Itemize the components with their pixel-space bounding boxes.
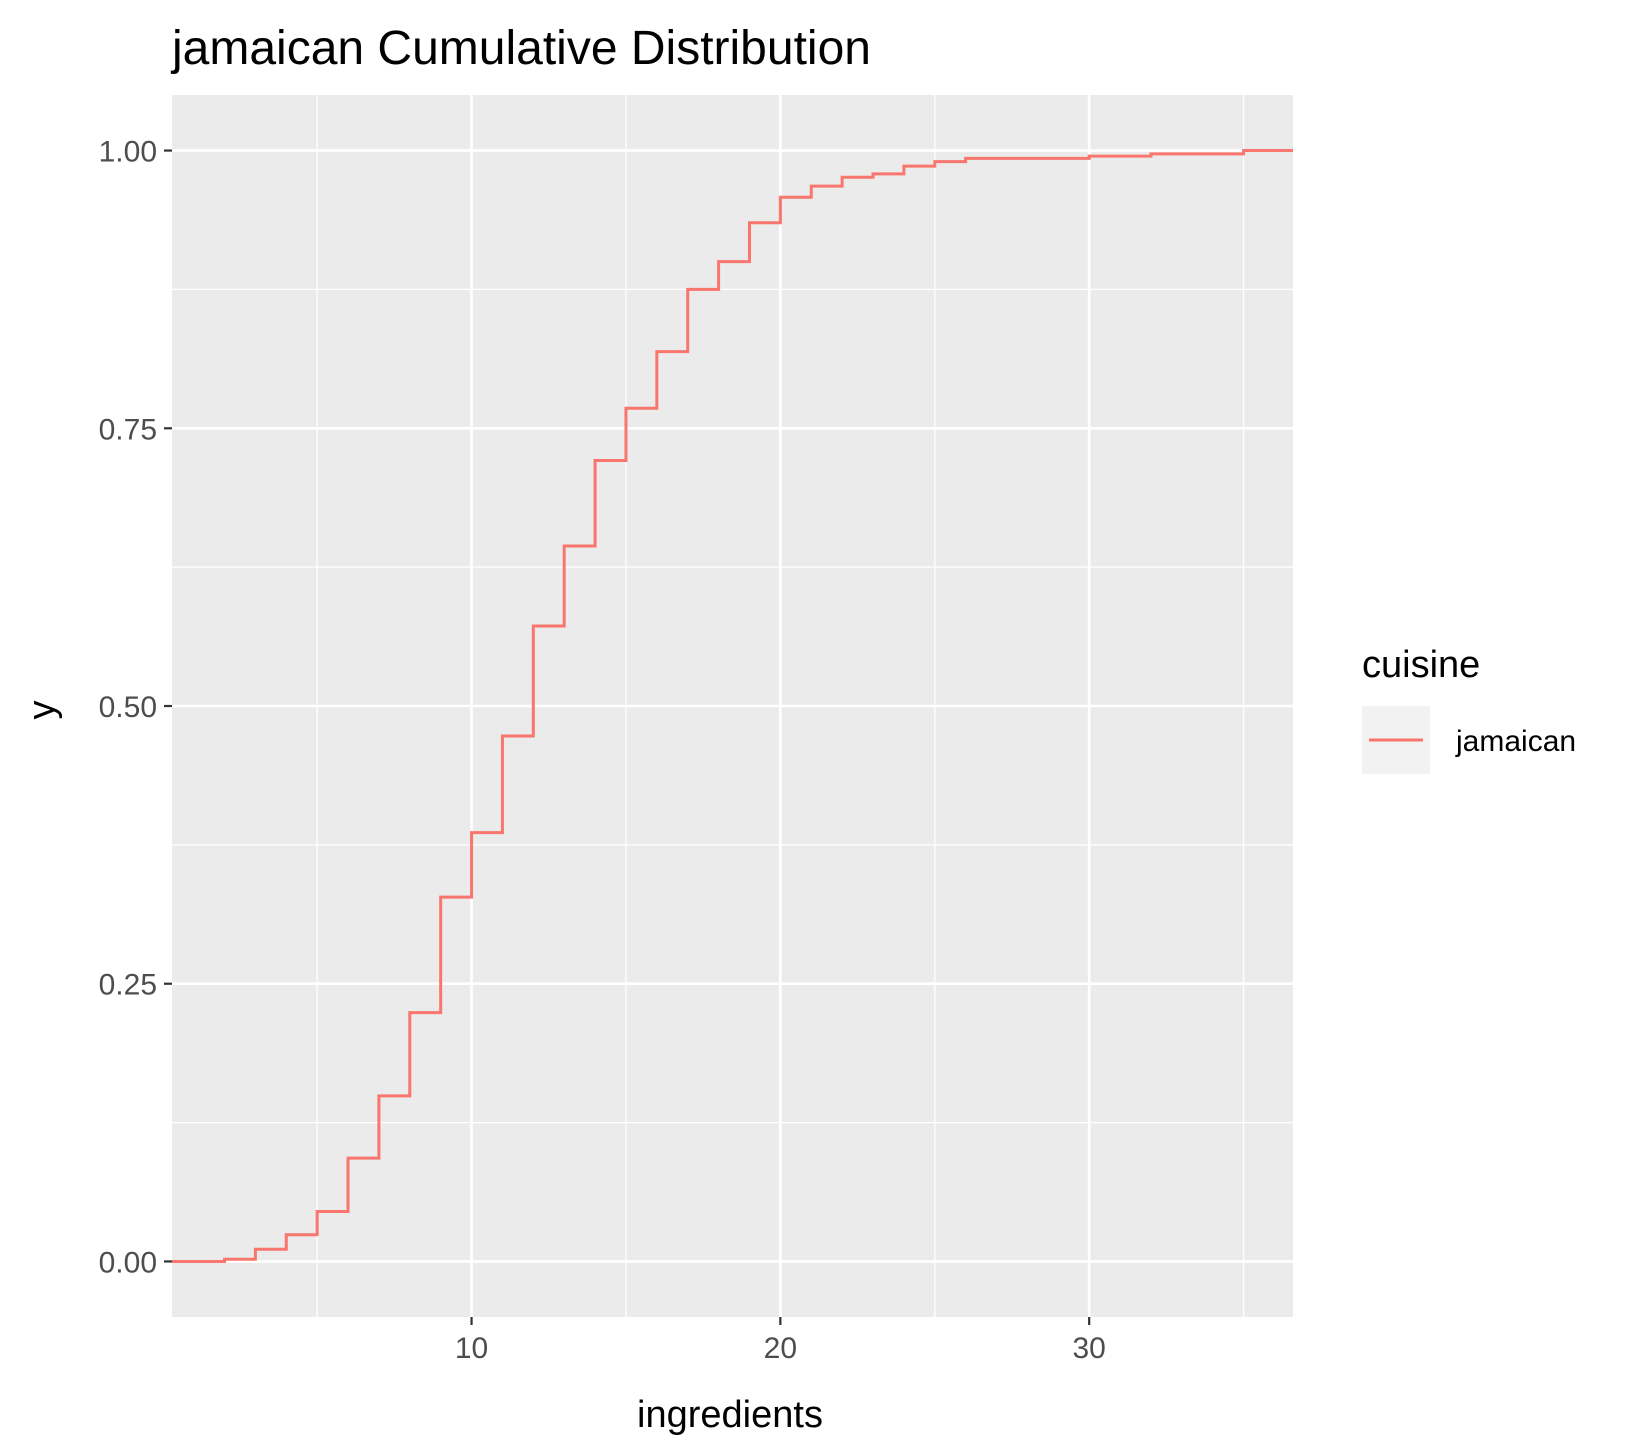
series-line-jamaican bbox=[172, 149, 1293, 1263]
x-tick-label: 20 bbox=[764, 1332, 797, 1365]
major-gridlines bbox=[172, 95, 1293, 1317]
y-tick-label: 0.00 bbox=[99, 1246, 157, 1279]
legend-title: cuisine bbox=[1362, 644, 1480, 686]
x-axis: 10 20 30 bbox=[455, 1317, 1106, 1365]
series-layer bbox=[172, 149, 1293, 1263]
legend-label: jamaican bbox=[1455, 725, 1576, 758]
y-tick-label: 0.75 bbox=[99, 413, 157, 446]
x-axis-title: ingredients bbox=[637, 1394, 823, 1436]
legend: cuisine jamaican bbox=[1362, 644, 1576, 774]
x-tick-label: 10 bbox=[455, 1332, 488, 1365]
x-tick-label: 30 bbox=[1072, 1332, 1105, 1365]
y-tick-label: 1.00 bbox=[99, 136, 157, 169]
chart-title: jamaican Cumulative Distribution bbox=[170, 22, 871, 75]
y-axis-title: y bbox=[21, 701, 63, 720]
y-tick-label: 0.50 bbox=[99, 691, 157, 724]
y-tick-label: 0.25 bbox=[99, 969, 157, 1002]
y-axis: 0.00 0.25 0.50 0.75 1.00 bbox=[99, 136, 172, 1279]
